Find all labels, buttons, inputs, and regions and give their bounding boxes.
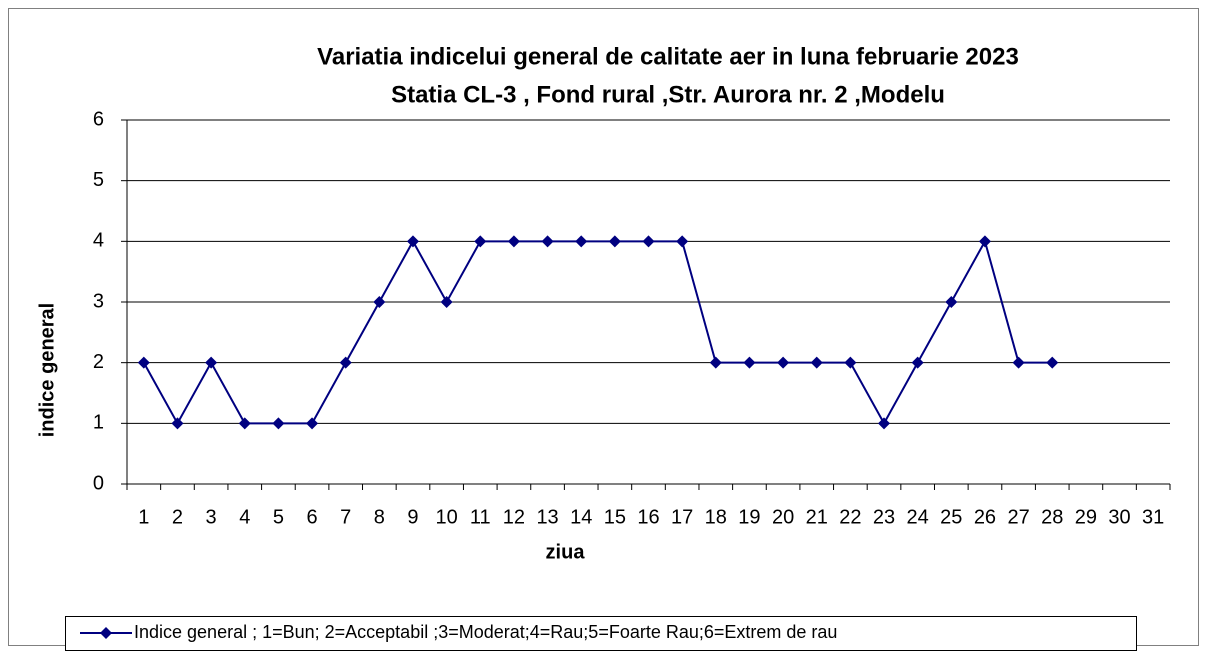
x-tick-label: 9 [407,506,418,528]
x-tick-label: 23 [873,506,895,528]
x-tick-label: 11 [470,506,491,528]
x-tick-label: 19 [738,506,760,528]
data-point [1012,356,1025,369]
x-tick-label: 3 [206,506,217,528]
data-point [810,356,823,369]
data-point [575,235,588,248]
data-point [272,417,285,430]
x-tick-label: 10 [436,506,458,528]
y-tick-label: 6 [93,108,104,130]
y-tick-label: 3 [93,290,104,312]
x-tick-label: 29 [1075,506,1097,528]
data-point [137,356,150,369]
data-point [844,356,857,369]
legend-label: Indice general ; 1=Bun; 2=Acceptabil ;3=… [134,622,837,642]
y-tick-label: 5 [93,169,104,191]
data-point [911,356,924,369]
x-tick-label: 5 [273,506,284,528]
chart-border [8,8,1199,646]
x-tick-label: 17 [671,506,693,528]
x-tick-label: 14 [570,506,592,528]
x-tick-label: 12 [503,506,525,528]
x-tick-label: 24 [907,506,929,528]
data-point [978,235,991,248]
data-point [474,235,487,248]
data-point [1046,356,1059,369]
x-tick-label: 15 [604,506,626,528]
y-axis-title: indice general [36,303,58,438]
data-point [238,417,251,430]
x-tick-label: 13 [536,506,558,528]
x-tick-label: 8 [374,506,385,528]
data-point [878,417,891,430]
data-point [306,417,319,430]
x-tick-label: 6 [306,506,317,528]
data-point [205,356,218,369]
x-tick-label: 7 [340,506,351,528]
x-tick-label: 16 [637,506,659,528]
x-tick-label: 20 [772,506,794,528]
data-point [507,235,520,248]
data-point [709,356,722,369]
data-point [945,296,958,308]
data-point [642,235,655,248]
x-tick-label: 1 [138,506,149,528]
x-tick-label: 31 [1142,506,1164,528]
data-point [777,356,790,369]
x-tick-label: 25 [940,506,962,528]
data-point [339,356,352,369]
x-tick-label: 18 [705,506,727,528]
data-point [676,235,689,248]
data-point [406,235,419,248]
data-point [171,417,184,430]
data-point [541,235,554,248]
x-tick-label: 30 [1108,506,1130,528]
x-tick-label: 26 [974,506,996,528]
chart-subtitle: Statia CL-3 , Fond rural ,Str. Aurora nr… [391,81,945,108]
x-tick-label: 27 [1007,506,1029,528]
x-tick-label: 4 [239,506,250,528]
legend-box [65,616,1137,651]
data-point [373,296,386,308]
x-tick-label: 2 [172,506,183,528]
x-tick-label: 22 [839,506,861,528]
y-tick-label: 0 [93,472,104,494]
x-tick-label: 21 [806,506,828,528]
y-tick-label: 2 [93,351,104,373]
data-point [440,296,453,308]
y-tick-label: 1 [93,412,104,434]
x-axis-title: ziua [546,541,586,563]
x-tick-label: 28 [1041,506,1063,528]
y-tick-label: 4 [93,230,104,252]
data-point [608,235,621,248]
series-line [142,238,1053,426]
chart-title: Variatia indicelui general de calitate a… [317,43,1019,70]
data-point [743,356,756,369]
legend-marker [100,627,112,639]
